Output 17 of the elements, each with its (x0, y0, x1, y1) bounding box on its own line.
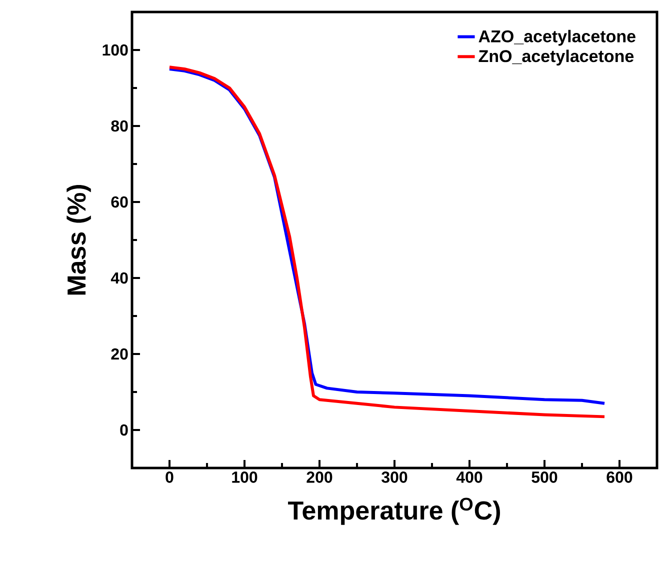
y-tick-label: 80 (111, 120, 128, 132)
x-tick-label: 100 (232, 472, 258, 483)
y-tick-label: 40 (110, 272, 128, 284)
x-tick-label: 500 (532, 472, 558, 483)
y-tick-label: 100 (102, 44, 128, 56)
y-tick-label: 20 (111, 348, 128, 360)
legend-label: AZO_acetylacetone (478, 30, 636, 46)
x-tick-label: 200 (306, 472, 332, 483)
x-tick-label: 600 (606, 472, 632, 483)
x-tick-label: 0 (166, 472, 174, 483)
x-tick-label: 400 (456, 472, 482, 483)
x-axis-title: Temperature ($^{O}$C) (288, 498, 500, 525)
y-tick-label: 0 (120, 424, 128, 436)
y-tick-label: 60 (111, 196, 128, 208)
x-tick-label: 300 (382, 472, 408, 483)
legend-label: ZnO_acetylacetone (478, 50, 634, 66)
y-axis-title: Mass (%) (66, 184, 91, 295)
